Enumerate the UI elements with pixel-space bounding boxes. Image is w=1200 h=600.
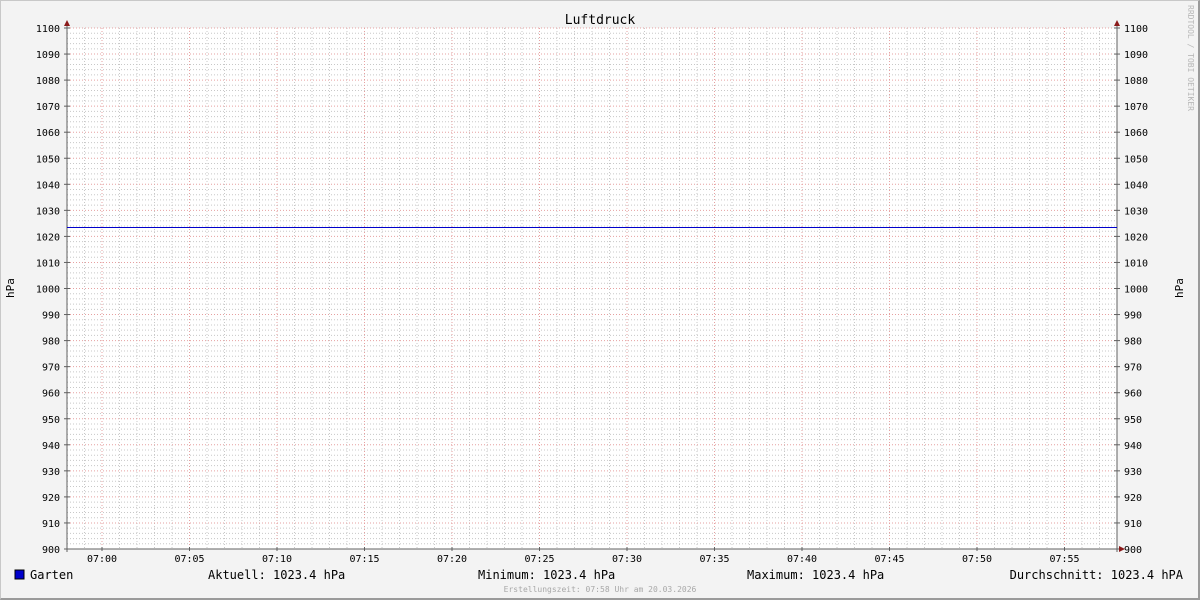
legend-maximum: Maximum: 1023.4 hPa: [747, 568, 884, 582]
y-tick-label-right: 1030: [1124, 206, 1148, 217]
y-tick-label-left: 950: [42, 415, 60, 426]
x-tick-label: 07:35: [699, 554, 729, 565]
x-tick-label: 07:25: [524, 554, 554, 565]
y-tick-label-left: 900: [42, 545, 60, 556]
y-tick-label-left: 1010: [36, 258, 60, 269]
y-tick-label-right: 1090: [1124, 50, 1148, 61]
y-tick-label-left: 1100: [36, 24, 60, 35]
y-tick-label-left: 910: [42, 519, 60, 530]
legend-swatch: [14, 569, 25, 580]
y-tick-label-right: 950: [1124, 415, 1142, 426]
y-tick-label-left: 1050: [36, 154, 60, 165]
y-tick-label-right: 920: [1124, 493, 1142, 504]
y-tick-label-left: 1000: [36, 285, 60, 296]
y-axis-label-right: hPa: [1173, 278, 1186, 298]
y-tick-label-right: 900: [1124, 545, 1142, 556]
y-tick-label-left: 920: [42, 493, 60, 504]
y-tick-label-right: 1070: [1124, 102, 1148, 113]
y-tick-label-left: 970: [42, 363, 60, 374]
y-tick-label-right: 1010: [1124, 258, 1148, 269]
y-tick-label-right: 1040: [1124, 180, 1148, 191]
y-tick-label-left: 960: [42, 389, 60, 400]
x-tick-label: 07:15: [349, 554, 379, 565]
y-tick-label-right: 990: [1124, 311, 1142, 322]
y-tick-label-right: 910: [1124, 519, 1142, 530]
y-tick-label-right: 1050: [1124, 154, 1148, 165]
chart-title: Luftdruck: [565, 13, 636, 28]
y-axis-label-left: hPa: [4, 278, 17, 298]
axis-arrow-up-icon: [64, 20, 70, 26]
y-tick-label-right: 1080: [1124, 76, 1148, 87]
y-tick-label-left: 1020: [36, 232, 60, 243]
y-tick-label-right: 1000: [1124, 285, 1148, 296]
y-tick-label-left: 1070: [36, 102, 60, 113]
y-tick-label-left: 1030: [36, 206, 60, 217]
x-tick-label: 07:20: [437, 554, 467, 565]
y-tick-label-right: 1060: [1124, 128, 1148, 139]
y-tick-label-right: 930: [1124, 467, 1142, 478]
y-tick-label-left: 1080: [36, 76, 60, 87]
y-tick-label-left: 1060: [36, 128, 60, 139]
y-tick-label-left: 1040: [36, 180, 60, 191]
legend-average: Durchschnitt: 1023.4 hPA: [1010, 568, 1184, 582]
y-tick-label-right: 980: [1124, 337, 1142, 348]
watermark: RRDTOOL / TOBI OETIKER: [1186, 5, 1195, 111]
x-tick-label: 07:10: [262, 554, 292, 565]
y-tick-label-right: 970: [1124, 363, 1142, 374]
y-tick-label-left: 990: [42, 311, 60, 322]
axis-arrow-right-icon: [1119, 546, 1125, 552]
y-tick-label-right: 960: [1124, 389, 1142, 400]
legend-minimum: Minimum: 1023.4 hPa: [478, 568, 615, 582]
x-tick-label: 07:55: [1049, 554, 1079, 565]
y-tick-label-right: 1020: [1124, 232, 1148, 243]
legend-current: Aktuell: 1023.4 hPa: [208, 568, 345, 582]
x-tick-label: 07:40: [787, 554, 817, 565]
y-tick-label-left: 980: [42, 337, 60, 348]
y-tick-label-left: 1090: [36, 50, 60, 61]
y-tick-label-left: 930: [42, 467, 60, 478]
y-tick-label-right: 1100: [1124, 24, 1148, 35]
x-tick-label: 07:05: [174, 554, 204, 565]
axis-arrow-up-icon: [1114, 20, 1120, 26]
x-tick-label: 07:50: [962, 554, 992, 565]
x-tick-label: 07:00: [87, 554, 117, 565]
x-tick-label: 07:45: [874, 554, 904, 565]
y-tick-label-right: 940: [1124, 441, 1142, 452]
footer-timestamp: Erstellungszeit: 07:58 Uhr am 20.03.2026: [504, 585, 697, 594]
y-tick-label-left: 940: [42, 441, 60, 452]
legend-entry: Garten: [30, 568, 73, 582]
x-tick-label: 07:30: [612, 554, 642, 565]
